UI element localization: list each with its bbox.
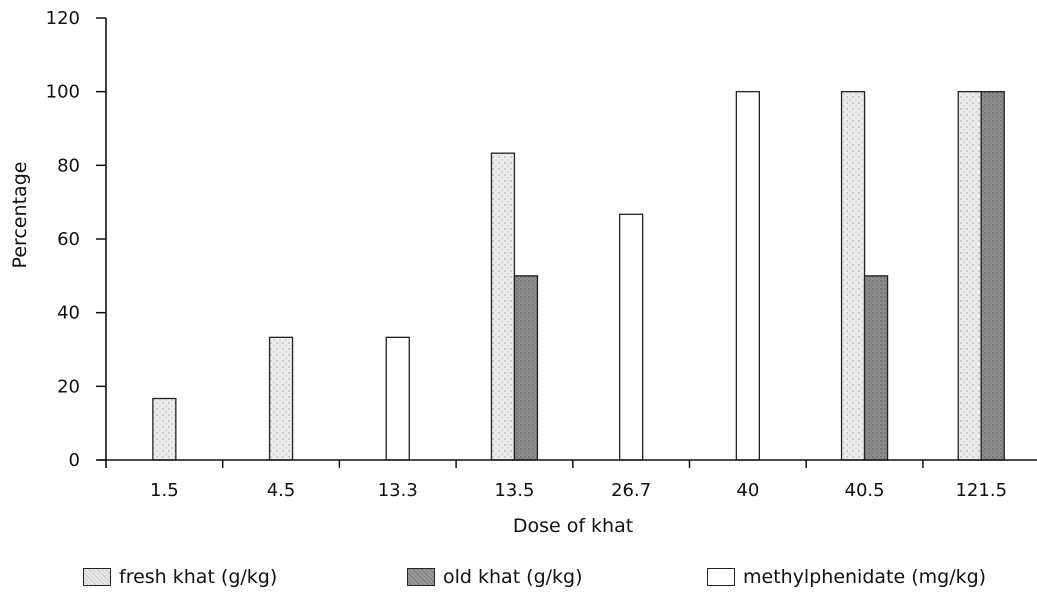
bars-layer	[152, 91, 1005, 461]
x-tick-label-4_5: 4.5	[267, 480, 296, 501]
y-tick-label-60: 60	[57, 229, 80, 250]
x-tick-label-1_5: 1.5	[150, 480, 179, 501]
legend-label-methylphenidate: methylphenidate (mg/kg)	[743, 566, 987, 588]
y-axis-title: Percentage	[9, 162, 31, 269]
y-tick-label-20: 20	[57, 376, 80, 397]
legend-swatch-fresh-khat	[83, 568, 111, 586]
y-tick-label-100: 100	[46, 82, 80, 103]
y-tick-label-40: 40	[57, 303, 80, 324]
bar-fresh-40_5	[840, 91, 866, 461]
legend-swatch-methylphenidate	[707, 568, 735, 586]
bar-methylphenidate-26_7	[619, 213, 644, 461]
bar-methylphenidate-40	[735, 91, 760, 461]
bar-fresh-4_5	[268, 336, 294, 461]
y-tick-label-120: 120	[46, 8, 80, 29]
x-tick-label-13_3: 13.3	[378, 480, 418, 501]
axes-layer: 0 20 40 60 80 100 120 1.5 4.5 13.3 13.5 26.7 40 40.5 1…	[46, 8, 1037, 501]
bar-fresh-1_5	[152, 397, 177, 461]
x-tick-label-26_7: 26.7	[611, 480, 651, 501]
bar-fresh-121_5	[957, 91, 982, 461]
bar-methylphenidate-13_3	[385, 336, 410, 461]
bar-old-121_5	[980, 91, 1005, 461]
bar-old-13_5	[513, 275, 539, 461]
legend-item-methylphenidate: methylphenidate (mg/kg)	[707, 566, 986, 588]
legend: fresh khat (g/kg) old khat (g/kg) methyl…	[0, 566, 1037, 594]
legend-item-fresh-khat: fresh khat (g/kg)	[83, 566, 277, 588]
bar-old-40_5	[863, 275, 889, 461]
y-tick-label-0: 0	[69, 450, 80, 471]
x-tick-label-121_5: 121.5	[955, 480, 1007, 501]
x-tick-label-40: 40	[736, 480, 759, 501]
x-axis-title: Dose of khat	[513, 515, 633, 537]
x-tick-label-40_5: 40.5	[845, 480, 885, 501]
bar-chart: 0 20 40 60 80 100 120 1.5 4.5 13.3 13.5 26.7 40 40.5 1…	[9, 8, 1037, 537]
legend-label-old-khat: old khat (g/kg)	[443, 566, 583, 588]
bar-fresh-13_5	[490, 152, 516, 461]
legend-label-fresh-khat: fresh khat (g/kg)	[119, 566, 278, 588]
legend-item-old-khat: old khat (g/kg)	[407, 566, 583, 588]
x-tick-label-13_5: 13.5	[494, 480, 534, 501]
legend-swatch-old-khat	[407, 568, 435, 586]
y-tick-label-80: 80	[57, 155, 80, 176]
